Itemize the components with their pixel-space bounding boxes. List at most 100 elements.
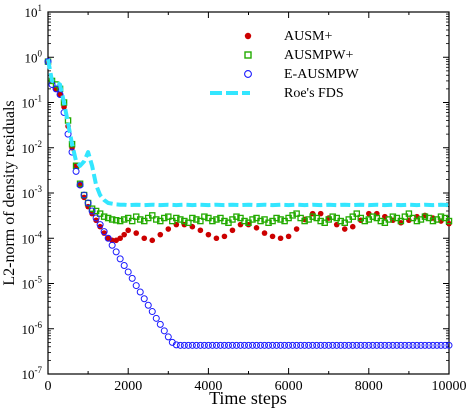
data-point: [265, 219, 272, 227]
data-point: [405, 210, 413, 217]
data-point: [445, 341, 453, 349]
data-point: [93, 217, 99, 224]
data-point: [261, 230, 268, 236]
x-tick-label: 4000: [194, 379, 222, 394]
x-tick-label: 10000: [432, 379, 467, 394]
data-point: [349, 223, 356, 230]
data-point: [153, 216, 160, 223]
data-point: [136, 288, 144, 296]
data-point: [277, 341, 285, 349]
data-point: [341, 341, 349, 349]
data-point: [393, 341, 401, 349]
data-point: [120, 216, 128, 223]
data-point: [177, 216, 184, 223]
data-point: [197, 227, 204, 234]
y-tick-label: 10-2: [22, 139, 43, 156]
legend-label: AUSM+: [284, 29, 332, 44]
data-point: [289, 341, 297, 349]
data-point: [341, 226, 348, 232]
legend-marker-filled-circle: [244, 32, 252, 40]
data-point: [369, 213, 377, 220]
data-point: [156, 320, 164, 328]
data-point: [305, 341, 313, 349]
data-point: [309, 213, 316, 220]
legend-item: AUSM+: [244, 29, 332, 44]
data-point: [309, 341, 317, 349]
data-point: [345, 341, 353, 349]
data-point: [213, 235, 220, 242]
x-tick-label: 2000: [114, 379, 142, 394]
data-point: [397, 341, 405, 349]
data-point: [277, 235, 284, 242]
data-point: [293, 226, 300, 232]
data-point: [409, 341, 417, 349]
data-point: [184, 341, 192, 349]
data-point: [201, 213, 208, 220]
data-point: [116, 217, 124, 225]
data-point: [381, 341, 389, 349]
data-point: [229, 227, 236, 234]
data-point: [100, 228, 108, 236]
data-point: [205, 231, 212, 238]
y-tick-label: 10-5: [22, 275, 43, 292]
y-tick-label: 10-6: [22, 320, 43, 337]
data-point: [164, 333, 172, 341]
x-tick-label: 6000: [275, 379, 303, 394]
data-point: [433, 341, 441, 349]
data-point: [224, 341, 232, 349]
data-point: [97, 223, 103, 230]
y-tick-label: 10-7: [22, 365, 43, 382]
data-point: [293, 341, 301, 349]
data-point: [441, 341, 449, 349]
data-point: [269, 233, 276, 240]
data-point: [112, 216, 120, 224]
data-point: [128, 217, 136, 225]
data-point: [437, 341, 445, 349]
data-point: [124, 268, 132, 276]
data-point: [249, 341, 257, 349]
y-axis-ticks: 101 100 10-1 10-2 10-3 10-4 10-5 10-6 10-7: [22, 3, 449, 382]
data-point: [261, 341, 269, 349]
data-point: [253, 225, 260, 231]
legend-label: AUSMPW+: [284, 48, 353, 63]
data-point: [361, 341, 369, 349]
data-point: [80, 191, 88, 199]
data-point: [108, 241, 116, 249]
x-axis-ticks: 0 2000 4000 6000 8000 10000: [45, 12, 467, 394]
data-point: [445, 217, 453, 225]
data-point: [353, 210, 361, 217]
data-point: [240, 341, 248, 349]
data-point: [329, 341, 337, 349]
legend-item: E-AUSMPW: [244, 67, 359, 82]
legend-label: Roe's FDS: [284, 86, 344, 101]
data-point: [293, 210, 300, 217]
series-roe-s-fds: [46, 58, 450, 208]
roe-fds-line: [46, 58, 450, 208]
data-point: [285, 233, 292, 240]
data-point: [128, 274, 136, 282]
data-point: [365, 341, 373, 349]
data-point: [361, 217, 369, 225]
data-point: [141, 235, 148, 242]
data-point: [236, 341, 244, 349]
data-point: [353, 341, 361, 349]
data-point: [181, 217, 188, 225]
data-point: [232, 341, 240, 349]
data-point: [273, 341, 281, 349]
data-point: [225, 219, 232, 227]
data-point: [121, 231, 127, 238]
y-tick-label: 100: [25, 48, 43, 65]
data-point: [165, 226, 172, 232]
data-point: [173, 214, 180, 222]
data-point: [133, 230, 140, 236]
data-point: [104, 234, 112, 242]
data-point: [333, 341, 341, 349]
data-point: [149, 237, 156, 244]
data-point: [249, 216, 256, 223]
data-point: [157, 231, 164, 238]
data-point: [401, 341, 409, 349]
data-point: [216, 341, 224, 349]
data-point: [228, 341, 236, 349]
data-point: [108, 216, 116, 223]
